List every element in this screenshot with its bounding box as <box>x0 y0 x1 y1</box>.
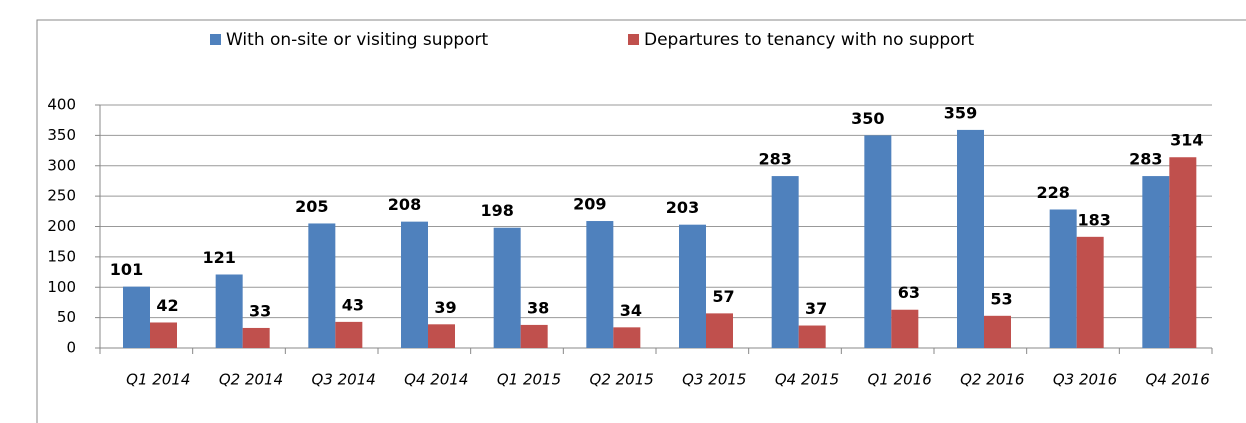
bar <box>798 325 826 348</box>
value-label: 101 <box>110 260 143 279</box>
value-label: 228 <box>1036 183 1069 202</box>
x-tick-label: Q2 2015 <box>590 371 654 389</box>
bar <box>613 327 641 348</box>
x-tick-label: Q3 2014 <box>312 371 376 389</box>
bar <box>1049 209 1077 348</box>
value-label: 43 <box>342 295 364 314</box>
value-label: 57 <box>712 287 734 306</box>
legend-label: With on-site or visiting support <box>226 30 489 50</box>
y-tick-label: 150 <box>47 247 76 265</box>
legend-label: Departures to tenancy with no support <box>644 30 975 50</box>
y-tick-label: 200 <box>47 217 76 235</box>
bar <box>242 327 270 348</box>
bar <box>308 223 336 348</box>
y-tick-label: 300 <box>47 156 76 174</box>
bar <box>706 313 733 348</box>
bar <box>679 224 706 348</box>
x-tick-label: Q1 2016 <box>868 371 932 389</box>
value-label: 38 <box>527 298 549 317</box>
value-label: 63 <box>898 283 920 302</box>
bar <box>335 321 363 348</box>
value-label: 203 <box>666 198 699 217</box>
bar <box>493 227 521 348</box>
x-tick-label: Q2 2014 <box>219 371 283 389</box>
bar <box>428 324 455 348</box>
x-tick-label: Q4 2014 <box>404 371 468 389</box>
y-tick-label: 250 <box>47 187 76 205</box>
x-tick-label: Q1 2015 <box>497 371 561 389</box>
bar <box>864 135 892 348</box>
y-tick-label: 50 <box>57 308 76 326</box>
x-tick-label: Q4 2016 <box>1146 371 1210 389</box>
chart-frame <box>36 19 1246 423</box>
value-label: 350 <box>851 109 884 128</box>
value-label: 205 <box>295 197 328 216</box>
legend-swatch <box>628 34 639 45</box>
bar <box>520 324 548 348</box>
y-tick-label: 100 <box>47 278 76 296</box>
bar <box>215 274 243 348</box>
value-label: 183 <box>1077 210 1110 229</box>
y-tick-label: 400 <box>47 96 76 114</box>
bar <box>1142 176 1170 348</box>
value-label: 359 <box>944 103 977 122</box>
value-label: 53 <box>990 289 1012 308</box>
bar <box>586 221 614 348</box>
bar <box>1076 236 1104 348</box>
value-label: 198 <box>480 201 513 220</box>
x-tick-label: Q4 2015 <box>775 371 839 389</box>
value-label: 37 <box>805 299 827 318</box>
bar <box>1169 157 1197 348</box>
value-label: 121 <box>202 248 235 267</box>
value-label: 39 <box>434 298 456 317</box>
bar <box>984 315 1011 348</box>
y-tick-label: 0 <box>66 339 76 357</box>
value-label: 208 <box>388 195 421 214</box>
bar <box>401 221 428 348</box>
bar <box>150 322 177 348</box>
value-label: 283 <box>1129 150 1162 169</box>
x-tick-label: Q1 2014 <box>126 371 190 389</box>
legend-swatch <box>210 34 221 45</box>
y-tick-label: 350 <box>47 126 76 144</box>
value-label: 42 <box>156 296 178 315</box>
value-label: 209 <box>573 195 606 214</box>
x-tick-label: Q2 2016 <box>960 371 1024 389</box>
bar <box>957 129 984 348</box>
value-label: 33 <box>249 301 271 320</box>
bar <box>771 176 799 348</box>
value-label: 283 <box>758 150 791 169</box>
x-tick-label: Q3 2016 <box>1053 371 1117 389</box>
bar <box>891 309 919 348</box>
value-label: 314 <box>1170 131 1203 150</box>
bar <box>123 286 150 348</box>
value-label: 34 <box>620 301 642 320</box>
x-tick-label: Q3 2015 <box>682 371 746 389</box>
